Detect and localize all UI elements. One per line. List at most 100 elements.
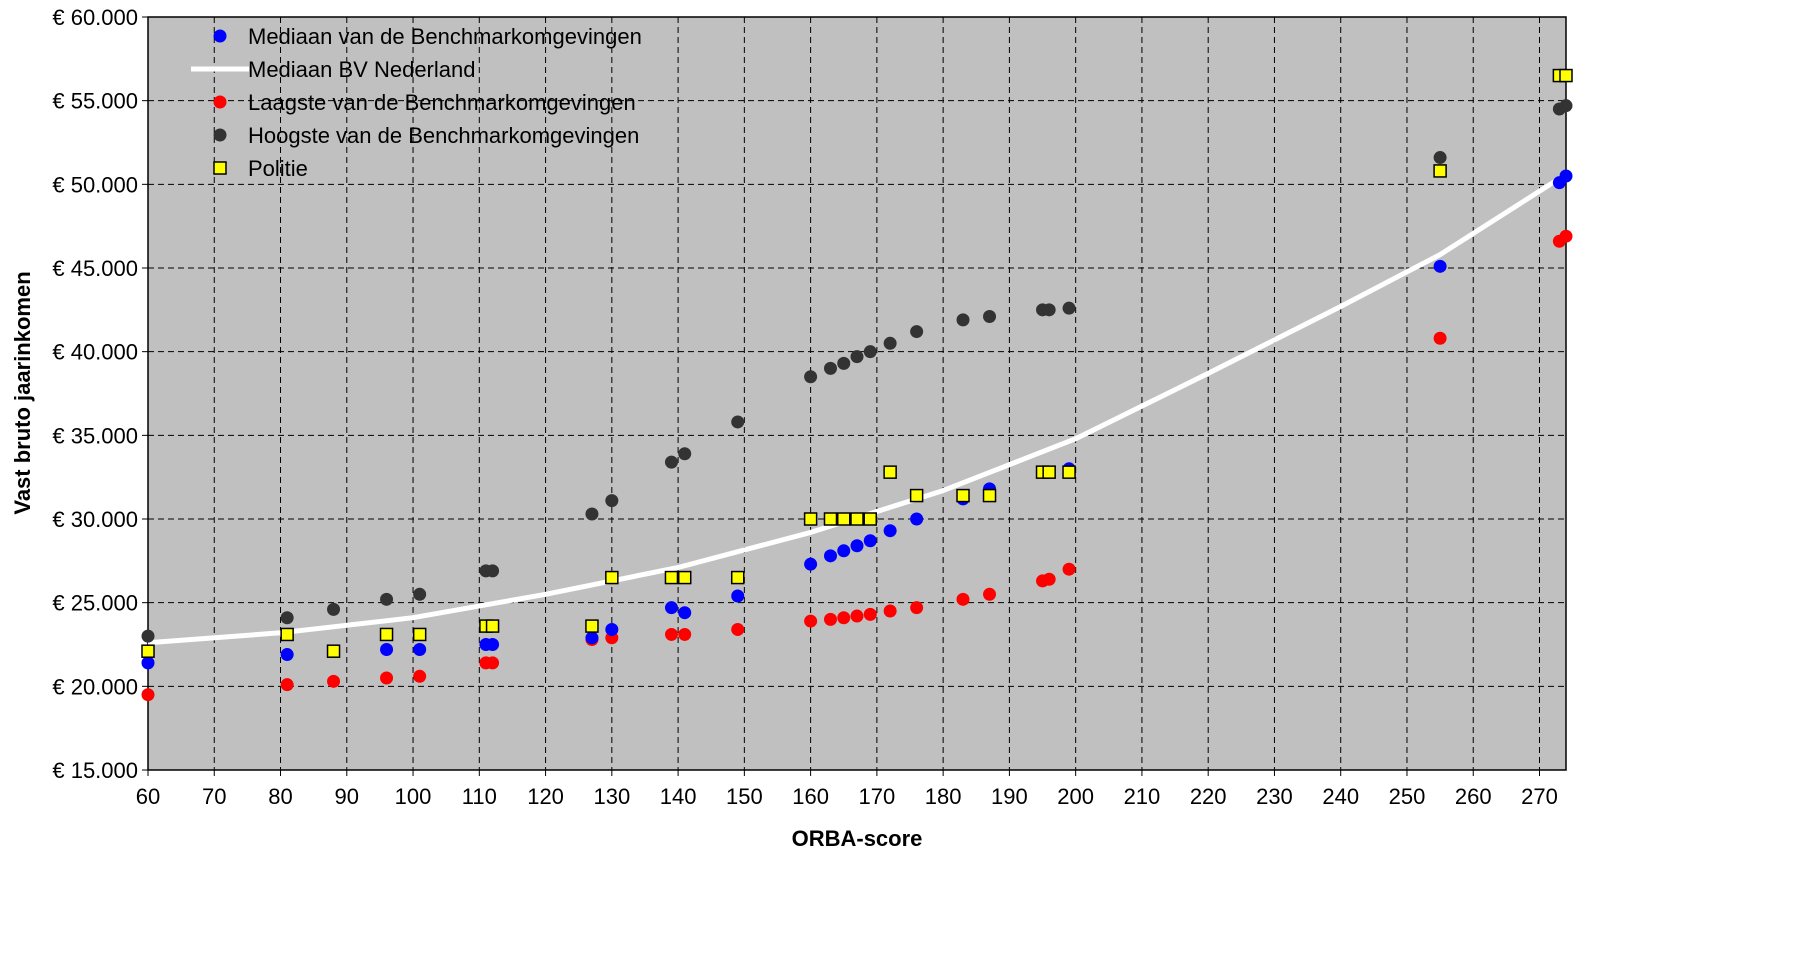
y-tick-label: € 60.000: [52, 5, 138, 30]
data-point: [141, 656, 155, 670]
data-point: [804, 614, 818, 628]
data-point: [883, 336, 897, 350]
data-point: [1559, 229, 1573, 243]
data-point-square: [1433, 164, 1447, 178]
y-tick-label: € 25.000: [52, 591, 138, 616]
x-tick-label: 170: [859, 784, 896, 809]
data-point: [585, 507, 599, 521]
data-point: [678, 627, 692, 641]
data-point-square: [863, 512, 878, 526]
data-point: [863, 534, 877, 548]
plot-border: [147, 16, 1567, 771]
data-point-square: [485, 619, 500, 633]
data-point: [956, 313, 970, 327]
data-point-square: [141, 644, 155, 658]
data-point: [956, 592, 970, 606]
data-point-square: [379, 627, 394, 642]
x-tick-label: 230: [1256, 784, 1293, 809]
x-tick-label: 240: [1322, 784, 1359, 809]
data-point-square: [823, 512, 838, 526]
x-tick-label: 90: [335, 784, 359, 809]
data-point-square: [730, 570, 745, 585]
legend-label: Laagste van de Benchmarkomgevingen: [248, 90, 636, 115]
data-point: [850, 539, 864, 553]
y-tick-label: € 55.000: [52, 89, 138, 114]
data-point-square: [605, 570, 619, 585]
series-3: [141, 99, 1573, 643]
data-point: [413, 669, 427, 683]
legend-swatch: [213, 161, 227, 175]
data-point: [327, 602, 341, 616]
y-tick-label: € 40.000: [52, 340, 138, 365]
x-tick-label: 270: [1521, 784, 1558, 809]
data-point: [585, 631, 599, 645]
data-point-square: [956, 488, 970, 503]
data-point: [731, 589, 745, 603]
data-point-square: [280, 627, 294, 642]
y-axis-title: Vast bruto jaarinkomen: [10, 271, 35, 514]
data-point: [823, 361, 837, 375]
x-tick-label: 140: [660, 784, 697, 809]
data-point: [983, 587, 997, 601]
data-point-square: [1559, 68, 1573, 83]
data-point: [280, 678, 294, 692]
series-line: [147, 172, 1568, 646]
legend-item: Hoogste van de Benchmarkomgevingen: [213, 123, 639, 148]
data-point: [280, 611, 294, 625]
data-point: [731, 622, 745, 636]
data-point: [664, 601, 678, 615]
legend-swatch: [213, 128, 227, 142]
data-point: [141, 688, 155, 702]
data-point: [605, 622, 619, 636]
data-point: [141, 629, 155, 643]
data-point: [1042, 303, 1056, 317]
data-point: [910, 601, 924, 615]
data-point: [863, 607, 877, 621]
data-point: [413, 643, 427, 657]
data-point: [1433, 151, 1447, 165]
data-point: [327, 674, 341, 688]
data-point-square: [850, 512, 864, 526]
data-point: [1559, 99, 1573, 113]
data-point: [486, 638, 500, 651]
legend-item: Mediaan van de Benchmarkomgevingen: [213, 24, 642, 49]
x-tick-label: 210: [1124, 784, 1161, 809]
legend-item: Politie: [213, 156, 308, 181]
data-point-square: [585, 619, 599, 633]
data-point: [664, 627, 678, 641]
data-series: [141, 68, 1573, 702]
x-tick-label: 70: [202, 784, 226, 809]
x-axis-title: ORBA-score: [792, 826, 923, 851]
data-point: [983, 310, 997, 324]
data-point: [678, 447, 692, 461]
data-point: [678, 606, 692, 620]
data-point: [380, 671, 394, 685]
legend: Mediaan van de Benchmarkomgevingen Mediaa…: [191, 24, 642, 181]
data-point: [823, 612, 837, 626]
data-point: [280, 648, 294, 662]
data-point-square: [836, 512, 851, 526]
data-point: [910, 325, 924, 339]
data-point-square: [982, 488, 997, 503]
data-point-square: [1042, 465, 1056, 479]
data-point: [850, 609, 864, 623]
x-tick-label: 130: [593, 784, 630, 809]
legend-swatch: [213, 29, 227, 43]
data-point: [837, 356, 851, 370]
data-point-square: [883, 465, 897, 479]
data-point: [380, 643, 394, 657]
data-point: [910, 512, 924, 526]
x-tick-label: 100: [395, 784, 432, 809]
series-2: [141, 229, 1573, 702]
data-point-square: [1062, 465, 1076, 479]
data-point: [605, 494, 619, 508]
y-tick-label: € 20.000: [52, 674, 138, 699]
y-tick-label: € 50.000: [52, 172, 138, 197]
x-tick-label: 220: [1190, 784, 1227, 809]
y-tick-label: € 35.000: [52, 423, 138, 448]
data-point: [1062, 562, 1076, 576]
data-point: [883, 524, 897, 538]
data-point: [863, 345, 877, 359]
x-tick-label: 200: [1057, 784, 1094, 809]
legend-label: Mediaan BV Nederland: [248, 57, 475, 82]
